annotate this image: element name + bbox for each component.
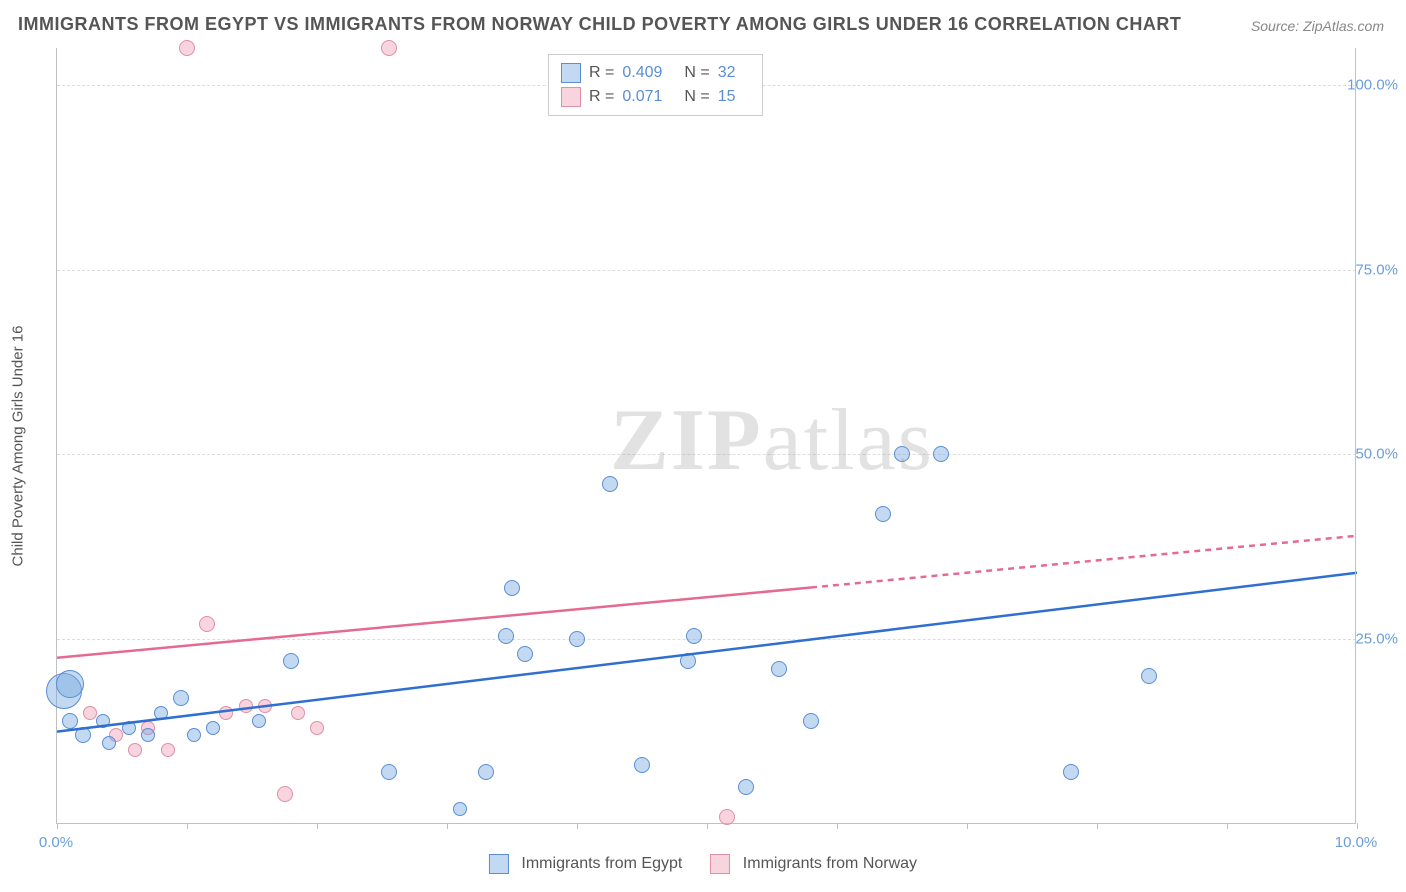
- x-tick: [187, 823, 188, 829]
- y-tick-label: 50.0%: [1355, 446, 1398, 463]
- data-point-egypt: [56, 670, 84, 698]
- norway-r-value: 0.071: [622, 88, 662, 106]
- data-point-norway: [381, 40, 397, 56]
- legend-row-norway: R = 0.071 N = 15: [561, 85, 750, 109]
- swatch-norway: [710, 854, 730, 874]
- x-tick: [57, 823, 58, 829]
- x-tick: [707, 823, 708, 829]
- legend-label-egypt: Immigrants from Egypt: [521, 855, 682, 872]
- x-tick: [1227, 823, 1228, 829]
- data-point-egypt: [173, 690, 189, 706]
- swatch-egypt: [489, 854, 509, 874]
- norway-n-value: 15: [718, 88, 736, 106]
- swatch-norway: [561, 87, 581, 107]
- gridline: [57, 270, 1356, 271]
- x-tick: [447, 823, 448, 829]
- swatch-egypt: [561, 63, 581, 83]
- data-point-egypt: [187, 728, 201, 742]
- data-point-norway: [83, 706, 97, 720]
- y-axis-label: Child Poverty Among Girls Under 16: [10, 326, 27, 567]
- egypt-r-value: 0.409: [622, 64, 662, 82]
- series-legend: Immigrants from Egypt Immigrants from No…: [489, 854, 917, 874]
- data-point-egypt: [96, 714, 110, 728]
- x-tick-label: 10.0%: [1335, 834, 1378, 851]
- data-point-egypt: [154, 706, 168, 720]
- data-point-norway: [161, 743, 175, 757]
- data-point-egypt: [283, 653, 299, 669]
- legend-label-norway: Immigrants from Norway: [743, 855, 917, 872]
- x-tick: [1357, 823, 1358, 829]
- data-point-egypt: [498, 628, 514, 644]
- x-tick: [577, 823, 578, 829]
- data-point-egypt: [517, 646, 533, 662]
- data-point-egypt: [680, 653, 696, 669]
- data-point-egypt: [453, 802, 467, 816]
- n-label: N =: [684, 88, 709, 106]
- plot-right-border: [1355, 48, 1356, 824]
- data-point-egypt: [122, 721, 136, 735]
- data-point-egypt: [102, 736, 116, 750]
- trend-line: [57, 588, 811, 658]
- x-tick: [967, 823, 968, 829]
- data-point-norway: [239, 699, 253, 713]
- gridline: [57, 639, 1356, 640]
- data-point-norway: [128, 743, 142, 757]
- y-tick-label: 100.0%: [1347, 76, 1398, 93]
- x-tick: [317, 823, 318, 829]
- data-point-egypt: [634, 757, 650, 773]
- data-point-egypt: [803, 713, 819, 729]
- data-point-egypt: [206, 721, 220, 735]
- data-point-egypt: [75, 727, 91, 743]
- r-label: R =: [589, 88, 614, 106]
- data-point-norway: [291, 706, 305, 720]
- data-point-egypt: [478, 764, 494, 780]
- x-tick-label: 0.0%: [39, 834, 73, 851]
- x-tick: [837, 823, 838, 829]
- y-tick-label: 75.0%: [1355, 261, 1398, 278]
- gridline: [57, 454, 1356, 455]
- data-point-egypt: [738, 779, 754, 795]
- data-point-egypt: [894, 446, 910, 462]
- data-point-norway: [219, 706, 233, 720]
- data-point-norway: [179, 40, 195, 56]
- data-point-egypt: [686, 628, 702, 644]
- data-point-egypt: [933, 446, 949, 462]
- data-point-norway: [310, 721, 324, 735]
- data-point-norway: [258, 699, 272, 713]
- legend-item-egypt: Immigrants from Egypt: [489, 854, 682, 874]
- data-point-egypt: [569, 631, 585, 647]
- legend-row-egypt: R = 0.409 N = 32: [561, 61, 750, 85]
- source-attribution: Source: ZipAtlas.com: [1251, 18, 1384, 34]
- data-point-egypt: [504, 580, 520, 596]
- data-point-egypt: [875, 506, 891, 522]
- x-tick: [1097, 823, 1098, 829]
- n-label: N =: [684, 64, 709, 82]
- data-point-norway: [277, 786, 293, 802]
- chart-title: IMMIGRANTS FROM EGYPT VS IMMIGRANTS FROM…: [18, 14, 1181, 35]
- r-label: R =: [589, 64, 614, 82]
- legend-item-norway: Immigrants from Norway: [710, 854, 917, 874]
- trend-line: [811, 536, 1357, 588]
- y-tick-label: 25.0%: [1355, 631, 1398, 648]
- data-point-norway: [719, 809, 735, 825]
- data-point-egypt: [1063, 764, 1079, 780]
- data-point-egypt: [771, 661, 787, 677]
- data-point-egypt: [141, 728, 155, 742]
- data-point-norway: [199, 616, 215, 632]
- data-point-egypt: [1141, 668, 1157, 684]
- data-point-egypt: [602, 476, 618, 492]
- data-point-egypt: [252, 714, 266, 728]
- data-point-egypt: [62, 713, 78, 729]
- egypt-n-value: 32: [718, 64, 736, 82]
- data-point-egypt: [381, 764, 397, 780]
- correlation-legend: R = 0.409 N = 32 R = 0.071 N = 15: [548, 54, 763, 116]
- scatter-plot-area: [56, 48, 1356, 824]
